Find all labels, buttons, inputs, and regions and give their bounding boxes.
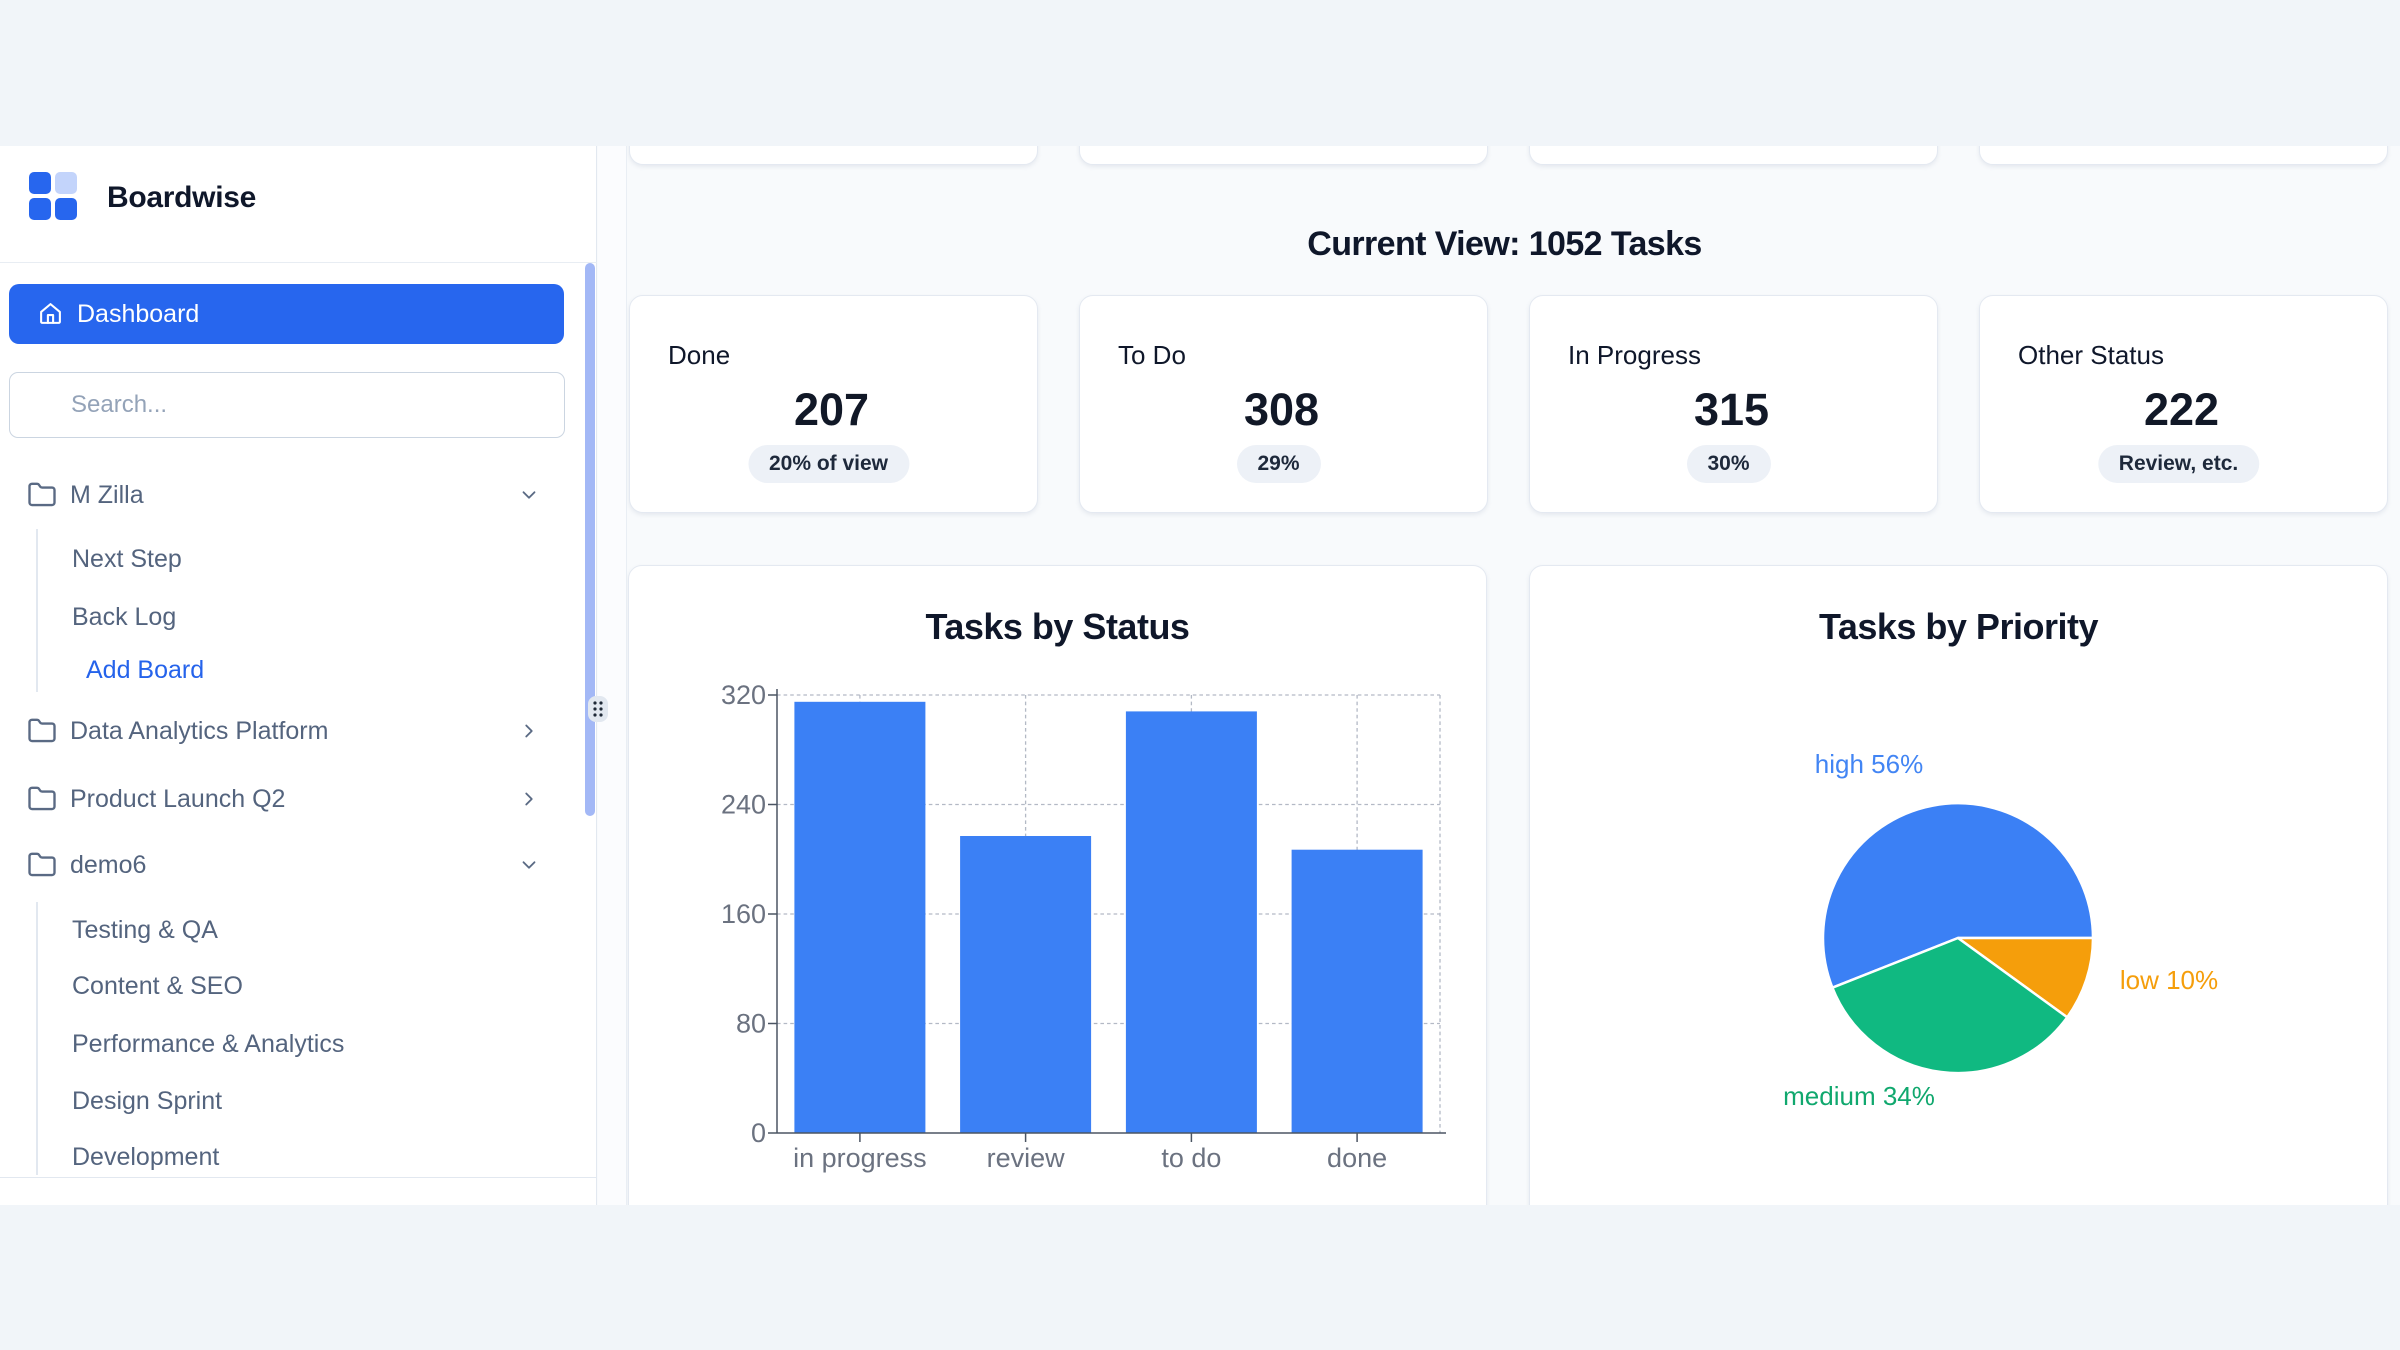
svg-text:160: 160 (721, 899, 766, 929)
svg-text:done: done (1327, 1143, 1387, 1173)
svg-text:0: 0 (751, 1118, 766, 1148)
svg-text:320: 320 (721, 680, 766, 710)
svg-text:low 10%: low 10% (2120, 965, 2218, 995)
svg-text:high 56%: high 56% (1815, 749, 1923, 779)
svg-text:in progress: in progress (793, 1143, 927, 1173)
svg-text:80: 80 (736, 1009, 766, 1039)
svg-text:240: 240 (721, 790, 766, 820)
svg-text:to do: to do (1161, 1143, 1221, 1173)
svg-text:medium 34%: medium 34% (1783, 1081, 1935, 1111)
svg-text:review: review (987, 1143, 1066, 1173)
